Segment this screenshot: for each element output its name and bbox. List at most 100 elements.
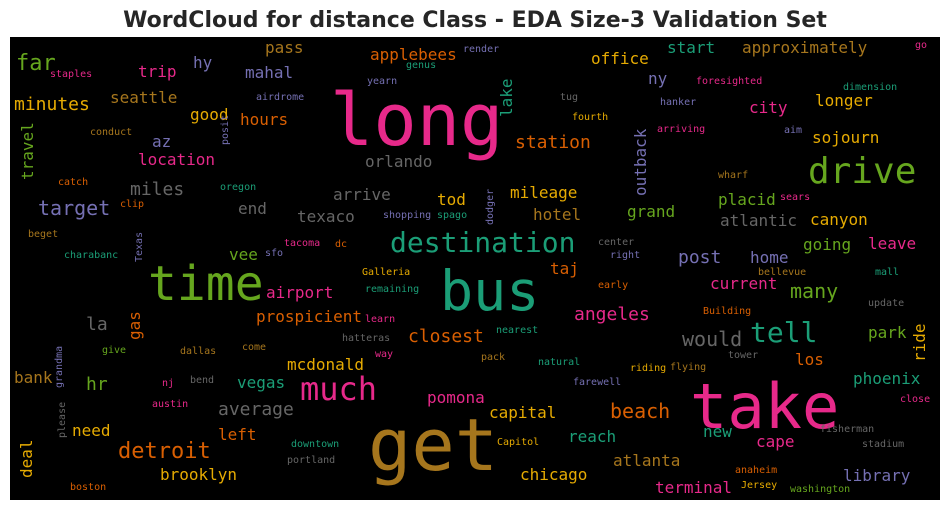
word: mileage <box>510 183 577 202</box>
word: natural <box>538 357 580 368</box>
word: leave <box>868 234 916 253</box>
word: farewell <box>573 377 621 388</box>
word: grand <box>627 202 675 221</box>
word: end <box>238 199 267 218</box>
word: park <box>868 323 907 342</box>
word: pack <box>481 352 505 363</box>
word: left <box>218 425 257 444</box>
word: hotel <box>533 205 581 224</box>
word: canyon <box>810 210 868 229</box>
word: center <box>598 237 634 248</box>
word: oregon <box>220 182 256 193</box>
word: travel <box>18 122 37 180</box>
word: catch <box>58 177 88 188</box>
word: gas <box>125 311 144 340</box>
word: tower <box>728 350 758 361</box>
word: Galleria <box>362 267 410 278</box>
word: genus <box>406 60 436 71</box>
word: good <box>190 105 229 124</box>
word: hatteras <box>342 333 390 344</box>
word: washington <box>790 484 850 495</box>
word: render <box>463 44 499 55</box>
word: destination <box>390 226 575 259</box>
word: shopping <box>383 210 431 221</box>
word: Jersey <box>741 480 777 491</box>
word: angeles <box>574 304 650 325</box>
word: reach <box>568 427 616 446</box>
word: conduct <box>90 127 132 138</box>
word: longer <box>815 91 873 110</box>
word: hy <box>193 53 213 72</box>
word: far <box>16 51 56 76</box>
word: tell <box>750 316 817 349</box>
word: miles <box>130 179 184 200</box>
word: new <box>703 422 732 441</box>
word: nearest <box>496 325 538 336</box>
word: brooklyn <box>160 465 237 484</box>
word-cloud: long take get bus time drive destination much te… <box>14 38 930 497</box>
word: seattle <box>110 88 177 107</box>
word: outback <box>631 128 650 196</box>
word: hours <box>240 110 288 129</box>
word: mcdonald <box>287 355 364 374</box>
word: dallas <box>180 346 216 357</box>
word: sfo <box>265 248 283 259</box>
word: ride <box>910 323 929 362</box>
word: prospicient <box>256 307 362 326</box>
word: Texas <box>134 232 145 262</box>
word: many <box>790 279 838 303</box>
word: fisherman <box>820 424 874 435</box>
word: lake <box>497 78 516 117</box>
word: drive <box>808 151 916 192</box>
word: terminal <box>655 478 732 497</box>
cloud-background <box>10 37 940 500</box>
word: post <box>678 247 721 268</box>
word: foresighted <box>696 76 762 87</box>
word: go <box>915 40 927 51</box>
word: vegas <box>237 373 285 392</box>
word: spago <box>437 210 467 221</box>
word: library <box>843 466 911 485</box>
word: closest <box>408 326 484 347</box>
word: bus <box>440 259 539 323</box>
word: riding <box>630 363 666 374</box>
word: phoenix <box>853 369 921 388</box>
word: cape <box>756 432 795 451</box>
word: portland <box>287 455 335 466</box>
word: staples <box>50 69 92 80</box>
word: sojourn <box>812 128 879 147</box>
word: arrive <box>333 185 391 204</box>
word: tod <box>437 190 466 209</box>
word: clip <box>120 199 144 210</box>
word: hr <box>86 374 108 395</box>
word: dodger <box>485 189 496 225</box>
word: need <box>72 421 111 440</box>
word: get <box>368 403 498 487</box>
word: long <box>330 78 503 162</box>
word: chicago <box>520 465 587 484</box>
word: right <box>610 250 640 261</box>
word: airdrome <box>256 92 304 103</box>
word: nj <box>162 378 174 389</box>
word: dc <box>335 239 347 250</box>
word: fourth <box>572 112 608 123</box>
word: dimension <box>843 82 897 93</box>
word: tacoma <box>284 238 320 249</box>
word: texaco <box>297 207 355 226</box>
word: early <box>598 280 628 291</box>
word: placid <box>718 190 776 209</box>
word: flying <box>670 362 706 373</box>
word: airport <box>266 283 333 302</box>
word: vee <box>229 245 258 264</box>
word: grandma <box>54 346 65 388</box>
word: time <box>148 256 264 312</box>
word: posit <box>220 115 231 145</box>
word: average <box>218 399 294 420</box>
word: target <box>38 196 110 220</box>
word: city <box>749 98 788 117</box>
word: trip <box>138 62 177 81</box>
word: ny <box>648 69 668 88</box>
word: give <box>102 345 126 356</box>
word: approximately <box>742 38 868 57</box>
word: come <box>242 342 266 353</box>
